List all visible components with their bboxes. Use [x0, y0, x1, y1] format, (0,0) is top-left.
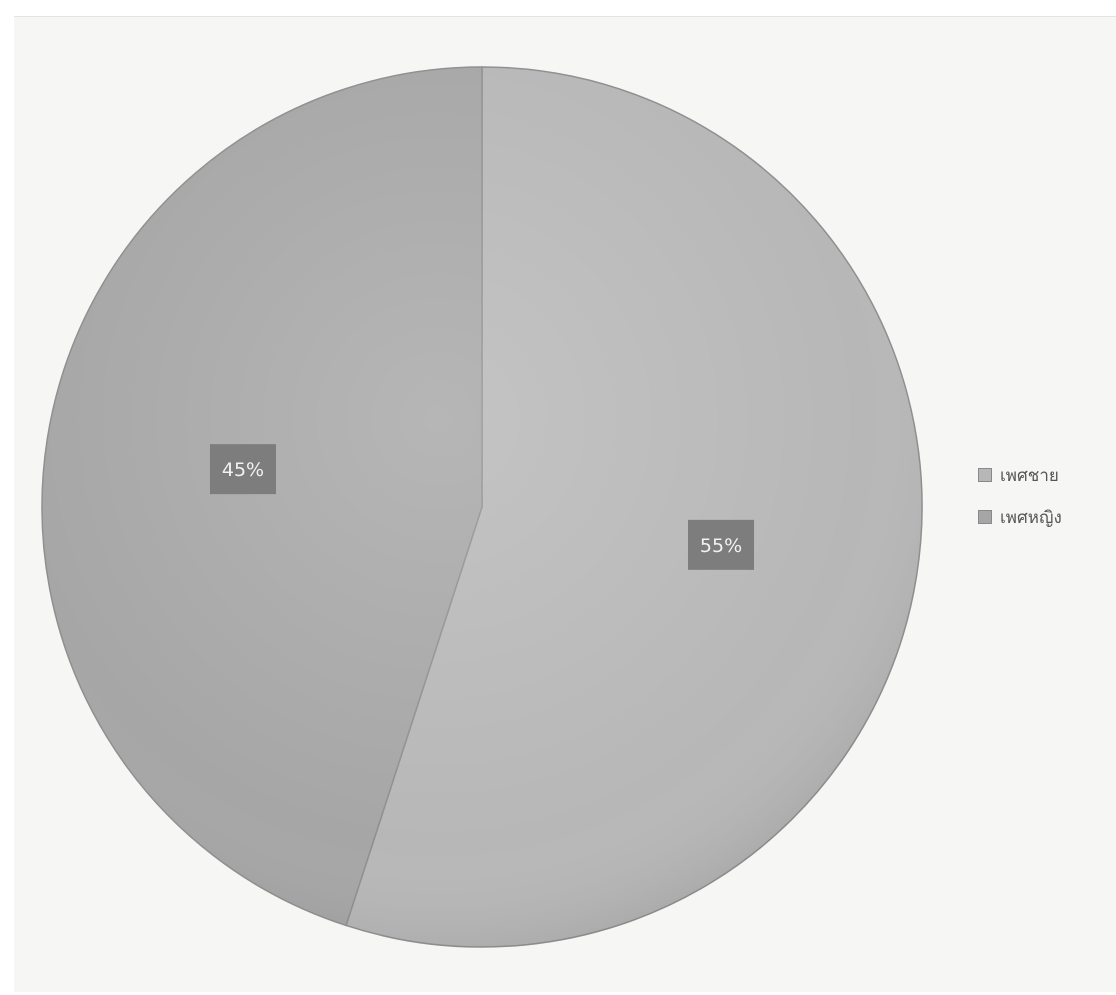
legend-item-2: เพศหญิง [978, 505, 1116, 529]
legend-item-1: เพศชาย [978, 463, 1116, 487]
data-label-box [209, 444, 276, 495]
legend-label: เพศหญิง [1000, 507, 1062, 528]
legend-swatch [978, 510, 992, 524]
legend-swatch [978, 468, 992, 482]
data-label-text: 55% [700, 535, 742, 557]
legend: เพศชายเพศหญิง [978, 463, 1116, 547]
data-label-2: 45% [209, 444, 276, 495]
data-label-text: 45% [222, 459, 264, 481]
data-label-1: 55% [688, 519, 755, 570]
data-label-box [688, 519, 755, 570]
legend-label: เพศชาย [1000, 465, 1059, 486]
